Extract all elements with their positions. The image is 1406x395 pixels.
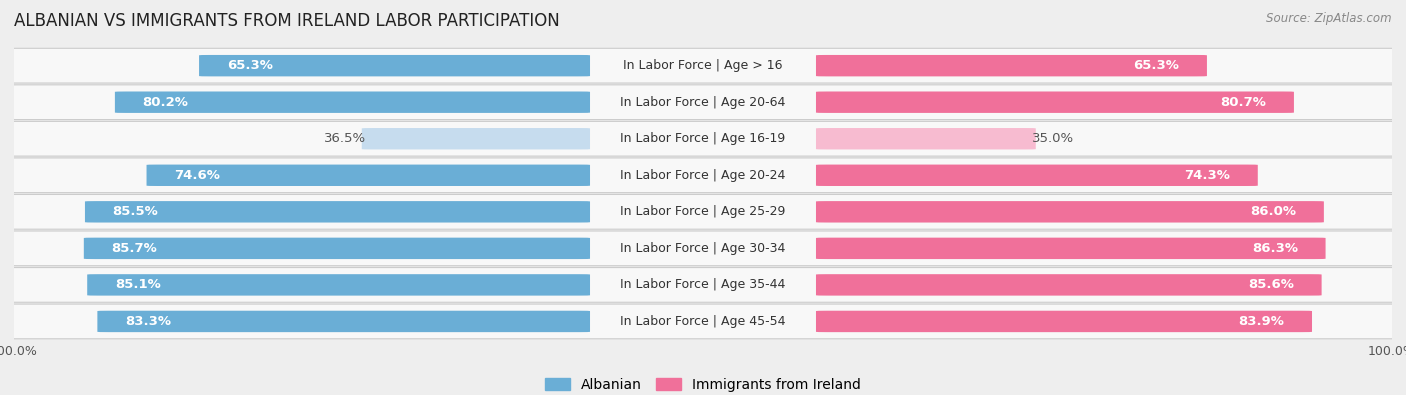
FancyBboxPatch shape — [0, 158, 1406, 193]
Text: 86.3%: 86.3% — [1251, 242, 1298, 255]
FancyBboxPatch shape — [815, 274, 1322, 295]
Text: 85.5%: 85.5% — [112, 205, 159, 218]
FancyBboxPatch shape — [0, 231, 1406, 266]
FancyBboxPatch shape — [84, 201, 591, 222]
FancyBboxPatch shape — [361, 128, 591, 149]
FancyBboxPatch shape — [0, 194, 1406, 229]
FancyBboxPatch shape — [815, 201, 1324, 222]
FancyBboxPatch shape — [84, 238, 591, 259]
FancyBboxPatch shape — [815, 92, 1294, 113]
FancyBboxPatch shape — [815, 165, 1258, 186]
Text: Source: ZipAtlas.com: Source: ZipAtlas.com — [1267, 12, 1392, 25]
Text: In Labor Force | Age 25-29: In Labor Force | Age 25-29 — [620, 205, 786, 218]
Text: 80.7%: 80.7% — [1220, 96, 1267, 109]
Text: 85.1%: 85.1% — [115, 278, 160, 292]
FancyBboxPatch shape — [815, 238, 1326, 259]
Text: In Labor Force | Age 20-24: In Labor Force | Age 20-24 — [620, 169, 786, 182]
Text: 85.6%: 85.6% — [1249, 278, 1294, 292]
Text: 65.3%: 65.3% — [1133, 59, 1180, 72]
FancyBboxPatch shape — [815, 311, 1312, 332]
Text: In Labor Force | Age 20-64: In Labor Force | Age 20-64 — [620, 96, 786, 109]
Text: ALBANIAN VS IMMIGRANTS FROM IRELAND LABOR PARTICIPATION: ALBANIAN VS IMMIGRANTS FROM IRELAND LABO… — [14, 12, 560, 30]
Text: 36.5%: 36.5% — [323, 132, 366, 145]
Text: 86.0%: 86.0% — [1250, 205, 1296, 218]
FancyBboxPatch shape — [0, 85, 1406, 120]
FancyBboxPatch shape — [815, 128, 1036, 149]
Text: 74.3%: 74.3% — [1184, 169, 1230, 182]
Text: In Labor Force | Age > 16: In Labor Force | Age > 16 — [623, 59, 783, 72]
Text: In Labor Force | Age 30-34: In Labor Force | Age 30-34 — [620, 242, 786, 255]
FancyBboxPatch shape — [97, 311, 591, 332]
FancyBboxPatch shape — [146, 165, 591, 186]
FancyBboxPatch shape — [815, 55, 1206, 76]
FancyBboxPatch shape — [115, 92, 591, 113]
Text: 83.9%: 83.9% — [1239, 315, 1285, 328]
Text: 35.0%: 35.0% — [1032, 132, 1074, 145]
Text: In Labor Force | Age 16-19: In Labor Force | Age 16-19 — [620, 132, 786, 145]
FancyBboxPatch shape — [0, 121, 1406, 156]
FancyBboxPatch shape — [87, 274, 591, 295]
Text: In Labor Force | Age 45-54: In Labor Force | Age 45-54 — [620, 315, 786, 328]
Text: 85.7%: 85.7% — [111, 242, 157, 255]
FancyBboxPatch shape — [200, 55, 591, 76]
Legend: Albanian, Immigrants from Ireland: Albanian, Immigrants from Ireland — [540, 372, 866, 395]
Text: 80.2%: 80.2% — [142, 96, 188, 109]
Text: 83.3%: 83.3% — [125, 315, 172, 328]
FancyBboxPatch shape — [0, 304, 1406, 339]
Text: 65.3%: 65.3% — [226, 59, 273, 72]
FancyBboxPatch shape — [0, 48, 1406, 83]
Text: In Labor Force | Age 35-44: In Labor Force | Age 35-44 — [620, 278, 786, 292]
Text: 74.6%: 74.6% — [174, 169, 219, 182]
FancyBboxPatch shape — [0, 267, 1406, 302]
